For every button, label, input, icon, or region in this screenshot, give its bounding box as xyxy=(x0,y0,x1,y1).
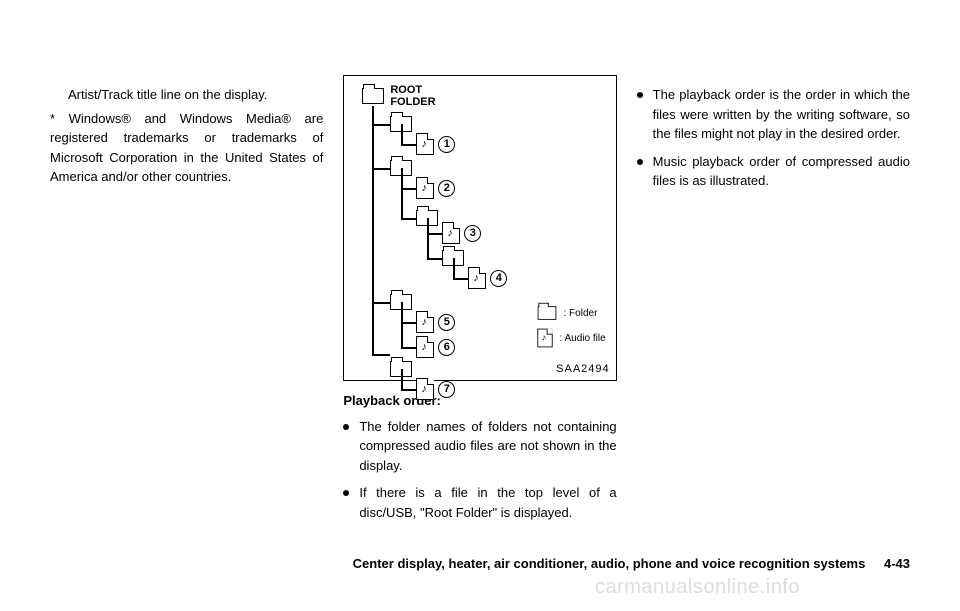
bullet-text: The playback order is the order in which… xyxy=(653,85,910,144)
bullet-item: Music playback order of compressed audio… xyxy=(637,152,910,191)
watermark: carmanualsonline.info xyxy=(595,576,800,599)
bullet-text: Music playback order of compressed audio… xyxy=(653,152,910,191)
number-badge: 7 xyxy=(438,381,455,398)
folder-tree-diagram: ROOTFOLDER 1 xyxy=(343,75,616,381)
artist-track-text: Artist/Track title line on the display. xyxy=(50,85,323,105)
trademark-text: * Windows® and Windows Media® are regist… xyxy=(50,109,323,187)
diagram-id-label: SAA2494 xyxy=(556,361,609,378)
audio-file-icon xyxy=(416,378,434,400)
audio-file-icon xyxy=(442,222,460,244)
audio-file-icon xyxy=(416,177,434,199)
audio-file-icon xyxy=(416,311,434,333)
legend-folder-label: : Folder xyxy=(564,306,598,321)
bullet-text: The folder names of folders not containi… xyxy=(359,417,616,476)
root-folder-label: ROOTFOLDER xyxy=(390,84,435,108)
playback-order-heading: Playback order: xyxy=(343,391,616,411)
bullet-item: The playback order is the order in which… xyxy=(637,85,910,144)
audio-file-icon xyxy=(416,336,434,358)
bullet-icon xyxy=(343,424,349,430)
middle-column: ROOTFOLDER 1 xyxy=(343,75,616,530)
number-badge: 2 xyxy=(438,180,455,197)
folder-icon xyxy=(362,88,384,104)
number-badge: 5 xyxy=(438,314,455,331)
bullet-icon xyxy=(637,159,643,165)
bullet-icon xyxy=(343,490,349,496)
bullet-icon xyxy=(637,92,643,98)
audio-file-icon xyxy=(537,329,552,348)
left-column: Artist/Track title line on the display. … xyxy=(50,75,323,530)
bullet-item: The folder names of folders not containi… xyxy=(343,417,616,476)
bullet-item: If there is a file in the top level of a… xyxy=(343,483,616,522)
bullet-text: If there is a file in the top level of a… xyxy=(359,483,616,522)
number-badge: 3 xyxy=(464,225,481,242)
number-badge: 6 xyxy=(438,339,455,356)
audio-file-icon xyxy=(468,267,486,289)
page-number: 4-43 xyxy=(884,556,910,571)
folder-icon xyxy=(537,306,556,320)
diagram-legend: : Folder : Audio file xyxy=(536,305,606,355)
number-badge: 4 xyxy=(490,270,507,287)
footer-section-title: Center display, heater, air conditioner,… xyxy=(353,556,866,571)
legend-audio-label: : Audio file xyxy=(560,331,606,346)
audio-file-icon xyxy=(416,133,434,155)
number-badge: 1 xyxy=(438,136,455,153)
page-footer: Center display, heater, air conditioner,… xyxy=(353,556,910,571)
right-column: The playback order is the order in which… xyxy=(637,75,910,530)
